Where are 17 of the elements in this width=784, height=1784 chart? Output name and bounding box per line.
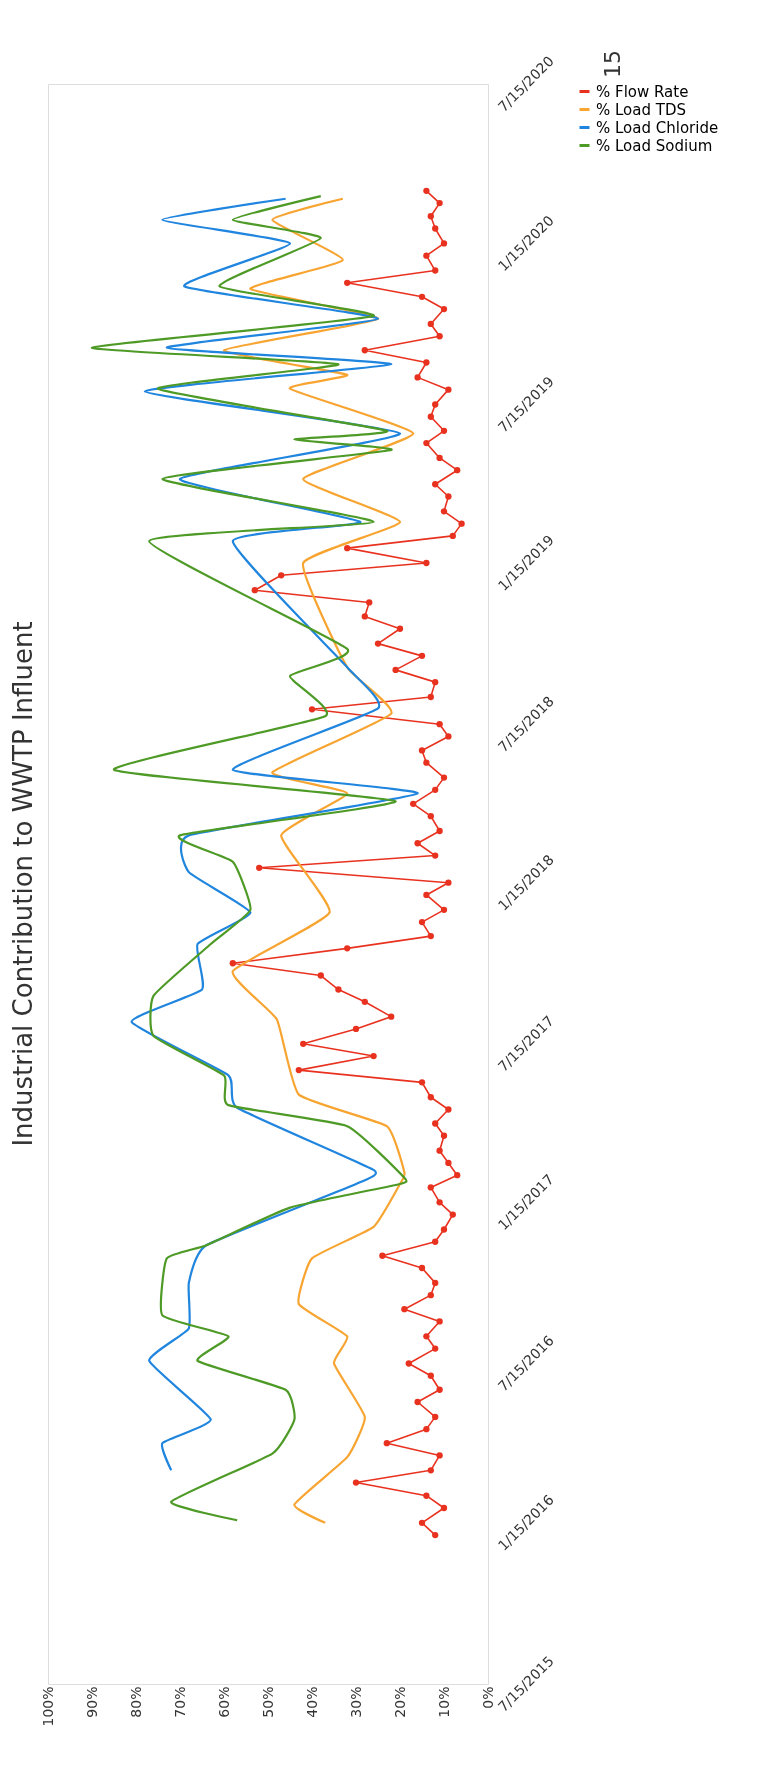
legend-label: % Flow Rate	[596, 82, 689, 101]
x-tick-label: 10%	[435, 1686, 452, 1718]
x-tick-label: 70%	[171, 1686, 188, 1718]
x-tick-label: 60%	[215, 1686, 232, 1718]
x-tick-label: 100%	[39, 1686, 56, 1727]
x-tick-label: 80%	[127, 1686, 144, 1718]
x-tick-label: 40%	[303, 1686, 320, 1718]
x-tick-label: 50%	[259, 1686, 276, 1718]
legend-label: % Load Sodium	[596, 136, 713, 155]
x-tick-label: 90%	[83, 1686, 100, 1718]
x-tick-label: 0%	[479, 1686, 496, 1709]
legend-label: % Load Chloride	[596, 118, 719, 137]
text: 15	[600, 50, 625, 78]
x-tick-label: 30%	[347, 1686, 364, 1718]
text: Industrial Contribution to WWTP Influent	[8, 621, 38, 1147]
legend-label: % Load TDS	[596, 100, 687, 119]
x-tick-label: 20%	[391, 1686, 408, 1718]
